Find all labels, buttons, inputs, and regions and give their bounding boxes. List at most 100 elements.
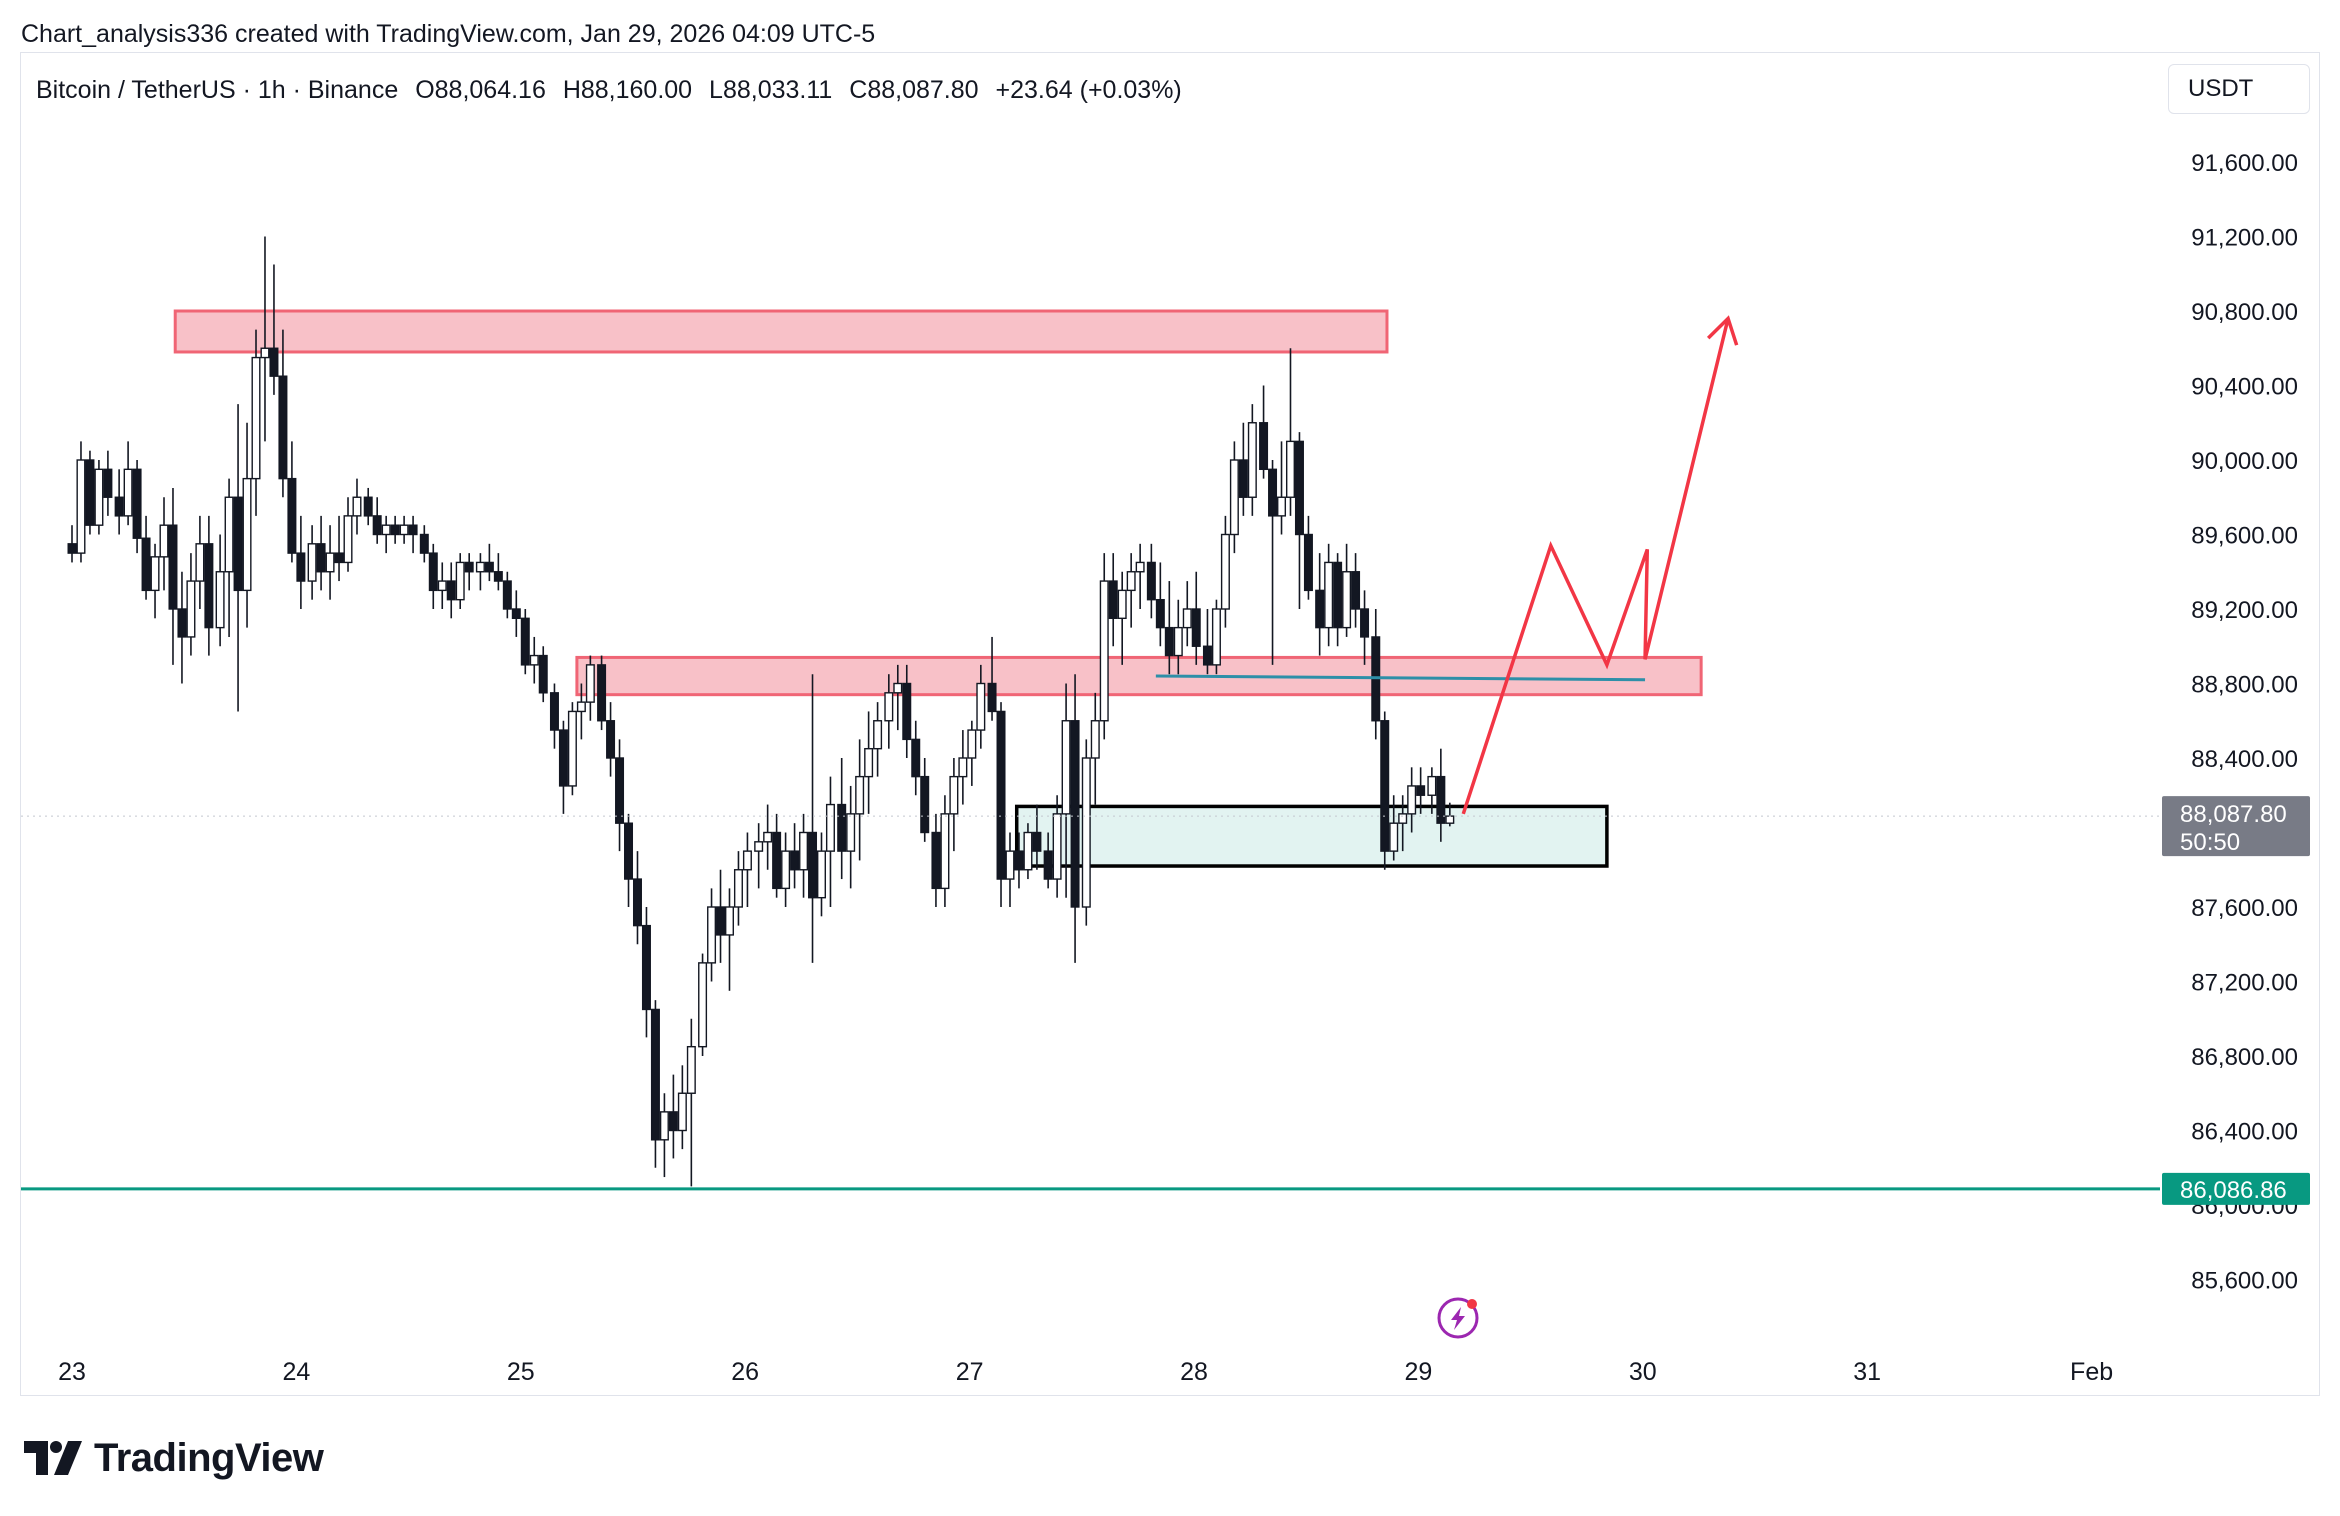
currency-button[interactable]: USDT (2168, 64, 2310, 114)
candle-body-68 (698, 962, 708, 1048)
candle-body-106 (1052, 813, 1062, 880)
candle-body-98 (976, 682, 986, 731)
candle-body-2 (85, 459, 95, 526)
candle-body-84 (846, 813, 856, 852)
candle-body-73 (742, 850, 752, 871)
price-tick-11: 86,800.00 (2191, 1044, 2298, 1071)
candle-body-61 (632, 878, 642, 927)
candle-body-10 (159, 524, 169, 558)
candle-body-117 (1155, 598, 1165, 629)
price-tick-12: 86,400.00 (2191, 1119, 2298, 1146)
price-tick-10: 87,200.00 (2191, 970, 2298, 997)
candle-body-64 (659, 1111, 669, 1141)
time-tick-1: 24 (282, 1358, 310, 1386)
candle-body-24 (287, 477, 297, 554)
candle-body-62 (641, 924, 651, 1011)
candle-body-80 (808, 831, 818, 899)
candle-body-37 (408, 524, 418, 536)
level-price-label: 86,086.86 (2180, 1177, 2287, 1204)
candle-body-100 (996, 710, 1006, 880)
time-tick-8: 31 (1853, 1358, 1881, 1386)
candle-body-3 (94, 468, 104, 526)
candle-body-71 (724, 906, 734, 936)
candle-body-142 (1389, 822, 1399, 852)
countdown-label: 50:50 (2180, 829, 2240, 856)
candle-body-97 (967, 729, 977, 759)
trendline (1155, 674, 1646, 682)
candle-body-133 (1303, 533, 1313, 592)
candle-body-101 (1005, 850, 1015, 880)
candle-body-91 (911, 738, 921, 778)
support-zone-2 (1014, 804, 1609, 868)
candle-body-143 (1398, 813, 1408, 824)
price-tick-3: 90,400.00 (2191, 374, 2298, 401)
candle-body-56 (585, 664, 595, 703)
candle-body-99 (987, 682, 997, 713)
candle-body-118 (1164, 626, 1174, 657)
candle-body-137 (1342, 571, 1352, 629)
chart-frame (20, 52, 2320, 1396)
candle-body-12 (177, 608, 187, 638)
candle-body-54 (567, 710, 577, 787)
candle-body-72 (733, 869, 743, 908)
candle-body-95 (949, 775, 959, 815)
candle-body-74 (754, 841, 764, 852)
candle-body-32 (363, 496, 373, 517)
time-tick-5: 28 (1180, 1358, 1208, 1386)
candle-body-23 (278, 375, 288, 480)
current-price-label-bg (2162, 796, 2310, 857)
candle-body-44 (475, 561, 485, 573)
candle-body-42 (455, 561, 465, 601)
tradingview-logo[interactable]: TradingView (24, 1436, 324, 1480)
candle-layer (67, 236, 1455, 1187)
ohlc-high: H88,160.00 (562, 76, 693, 104)
candle-body-36 (399, 524, 409, 536)
candle-body-77 (781, 850, 791, 890)
time-tick-3: 26 (731, 1358, 759, 1386)
candle-body-124 (1220, 533, 1230, 610)
candle-body-126 (1238, 459, 1248, 498)
price-tick-2: 90,800.00 (2191, 299, 2298, 326)
candle-body-15 (204, 543, 214, 629)
candle-body-148 (1445, 815, 1455, 824)
candle-body-92 (920, 775, 930, 834)
candle-body-11 (168, 524, 178, 610)
candle-body-53 (558, 729, 568, 787)
price-axis: 91,600.00 91,200.00 90,800.00 90,400.00 90,0… (2191, 150, 2298, 1295)
candle-body-102 (1014, 850, 1024, 871)
time-tick-4: 27 (956, 1358, 984, 1386)
candle-body-14 (195, 543, 205, 582)
candle-body-48 (511, 608, 521, 620)
candle-body-85 (855, 775, 865, 815)
candle-body-70 (716, 906, 726, 936)
price-tick-6: 89,200.00 (2191, 597, 2298, 624)
candle-body-51 (538, 654, 548, 694)
candle-body-65 (668, 1111, 678, 1132)
resistance-zone-1 (575, 655, 1703, 697)
candle-body-0 (67, 543, 77, 554)
candle-body-79 (799, 831, 809, 871)
candle-body-22 (269, 347, 279, 377)
candle-body-6 (123, 468, 133, 517)
candle-body-4 (103, 468, 113, 498)
candle-body-90 (902, 682, 912, 741)
candle-body-17 (224, 496, 234, 573)
symbol-legend[interactable]: Bitcoin / TetherUS · 1h · Binance O88,06… (36, 76, 1192, 105)
candle-body-86 (864, 747, 874, 778)
candle-body-82 (825, 803, 835, 852)
candle-body-9 (150, 556, 160, 592)
candle-body-103 (1023, 831, 1033, 871)
level-price-label-bg (2162, 1172, 2310, 1205)
bolt-icon[interactable] (1437, 1297, 1479, 1339)
candle-body-115 (1135, 561, 1145, 573)
time-tick-0: 23 (58, 1358, 86, 1386)
candle-body-94 (940, 813, 950, 890)
symbol-name[interactable]: Bitcoin / TetherUS · 1h · Binance (36, 76, 399, 104)
candle-body-27 (316, 543, 326, 573)
candle-body-63 (650, 1008, 660, 1141)
time-tick-7: 30 (1629, 1358, 1657, 1386)
candle-body-40 (437, 580, 447, 592)
candle-body-119 (1173, 626, 1183, 657)
candle-body-134 (1315, 589, 1325, 629)
